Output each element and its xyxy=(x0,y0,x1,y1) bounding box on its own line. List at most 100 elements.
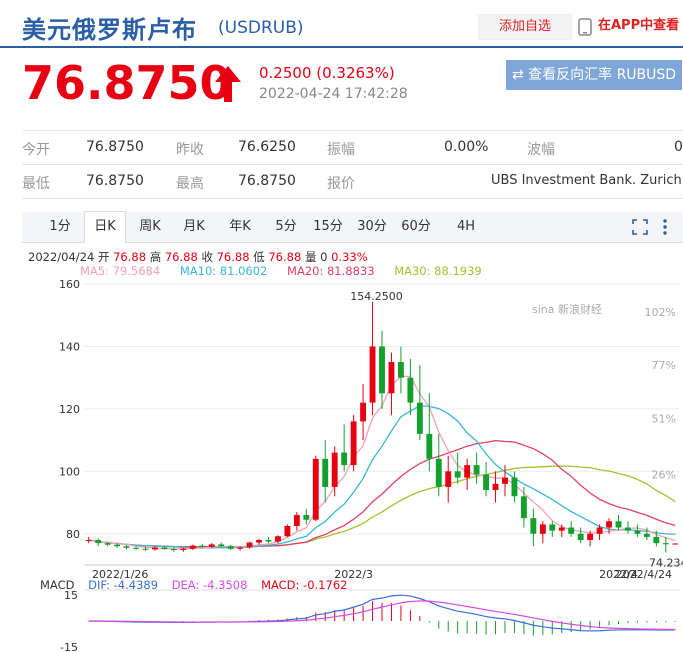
ma-legend: MA5: 79.5684 MA10: 81.0602 MA20: 81.8833… xyxy=(80,264,498,278)
candle-body xyxy=(530,518,537,534)
ohlc-vol-label: 量 xyxy=(304,250,317,264)
candle-body xyxy=(246,542,253,548)
macd-value: MACD: -0.1762 xyxy=(261,578,348,592)
candle-body xyxy=(142,548,149,550)
ma20-legend: MA20: 81.8833 xyxy=(287,264,375,278)
view-in-app-label: 在APP中查看 xyxy=(598,18,680,33)
candle-body xyxy=(653,536,660,544)
tab-1min[interactable]: 1分 xyxy=(49,219,71,234)
candle-body xyxy=(170,549,177,551)
min-annotation: 74.2346 xyxy=(649,557,683,570)
candle-body xyxy=(511,477,518,497)
candle-body xyxy=(341,452,348,466)
stat-value: 76.8750 xyxy=(86,139,144,155)
macd-y-tick: 15 xyxy=(64,589,78,602)
candle-body xyxy=(293,515,300,526)
page-title: 美元俄罗斯卢布 xyxy=(22,16,197,44)
pct-tick-label: 77% xyxy=(652,359,676,372)
quote-time: 2022-04-24 17:42:28 xyxy=(259,86,408,102)
stats-table: 今开 76.8750 昨收 76.6250 振幅 0.00% 波幅 0 最低 7… xyxy=(22,130,683,199)
stat-label: 昨收 xyxy=(176,142,204,158)
candle-body xyxy=(208,544,215,547)
stat-label: 最低 xyxy=(22,176,50,192)
candle-body xyxy=(265,540,272,542)
candle-body xyxy=(284,525,291,537)
header: 美元俄罗斯卢布 (USDRUB) 添加自选 在APP中查看 xyxy=(0,0,683,48)
macd-dif: DIF: -4.4389 xyxy=(88,578,159,592)
candle-body xyxy=(625,527,631,531)
candle-body xyxy=(549,524,556,531)
view-in-app-button[interactable]: 在APP中查看 xyxy=(576,14,680,38)
candle-body xyxy=(218,544,225,547)
candle-body xyxy=(568,527,575,534)
macd-y-tick: -15 xyxy=(60,641,78,652)
x-tick-label: 2022/4 xyxy=(599,568,638,581)
ohlc-open: 76.88 xyxy=(113,250,147,264)
phone-icon xyxy=(578,18,592,36)
currency-code: (USDRUB) xyxy=(218,18,304,38)
stats-row: 今开 76.8750 昨收 76.6250 振幅 0.00% 波幅 0 xyxy=(22,131,683,165)
candle-body xyxy=(454,471,461,478)
candle-body xyxy=(520,496,527,519)
price-change: 0.2500 (0.3263%) xyxy=(259,64,395,82)
candle-body xyxy=(426,433,433,459)
more-options-icon[interactable] xyxy=(662,218,668,236)
stat-label: 波幅 xyxy=(527,142,555,158)
candle-body xyxy=(388,362,395,394)
candle-body xyxy=(634,530,641,534)
candle-body xyxy=(237,547,244,549)
reverse-rate-button[interactable]: ⇄ 查看反向汇率 RUBUSD xyxy=(506,60,682,90)
candle-body xyxy=(662,543,669,545)
macd-dea: DEA: -4.3508 xyxy=(171,578,248,592)
tab-monthly[interactable]: 月K xyxy=(183,219,205,234)
candle-body xyxy=(95,540,102,544)
candle-body xyxy=(180,548,187,551)
candle-body xyxy=(558,527,565,531)
y-tick-label: 80 xyxy=(66,528,80,541)
candle-body xyxy=(606,521,612,528)
candle-body xyxy=(303,515,310,520)
candle-body xyxy=(596,527,603,534)
tab-15min[interactable]: 15分 xyxy=(313,219,343,234)
tab-60min[interactable]: 60分 xyxy=(401,219,431,234)
ohlc-readout: 2022/04/24 开 76.88 高 76.88 收 76.88 低 76.… xyxy=(28,249,368,265)
ma20-line xyxy=(88,439,676,548)
ohlc-pct: 0.33% xyxy=(331,250,368,264)
candle-body xyxy=(445,471,452,487)
watermark: sina 新浪财经 xyxy=(532,302,602,316)
tab-4h[interactable]: 4H xyxy=(456,219,476,234)
stat-value: 0 xyxy=(674,139,683,155)
candle-body xyxy=(435,458,442,487)
candle-body xyxy=(492,483,499,491)
ma10-line xyxy=(88,405,676,549)
stats-row: 最低 76.8750 最高 76.8750 报价 UBS Investment … xyxy=(22,165,683,199)
tab-30min[interactable]: 30分 xyxy=(357,219,387,234)
ohlc-low: 76.88 xyxy=(268,250,302,264)
candle-body xyxy=(123,546,130,548)
pct-tick-label: 51% xyxy=(652,412,676,425)
candle-body xyxy=(199,545,206,547)
stat-value: 0.00% xyxy=(444,139,489,155)
ohlc-open-label: 开 xyxy=(97,250,110,264)
add-favorite-button[interactable]: 添加自选 xyxy=(478,14,572,40)
fullscreen-icon[interactable] xyxy=(632,219,648,235)
ma5-legend: MA5: 79.5684 xyxy=(80,264,161,278)
tab-daily[interactable]: 日K xyxy=(84,211,126,243)
tab-yearly[interactable]: 年K xyxy=(229,219,251,234)
candle-body xyxy=(161,547,168,550)
tab-weekly[interactable]: 周K xyxy=(139,219,161,234)
candle-body xyxy=(114,544,121,547)
macd-label: MACD xyxy=(40,578,75,592)
pct-tick-label: 26% xyxy=(652,468,676,481)
y-tick-label: 100 xyxy=(59,465,80,478)
tab-5min[interactable]: 5分 xyxy=(275,219,297,234)
x-tick-label: 2022/4/24 xyxy=(616,568,672,581)
stat-label: 振幅 xyxy=(327,142,355,158)
candle-body xyxy=(104,543,111,545)
candle-body xyxy=(312,458,319,520)
ohlc-high-label: 高 xyxy=(149,250,162,264)
candle-body xyxy=(539,524,546,534)
candle-body xyxy=(189,545,196,549)
ohlc-high: 76.88 xyxy=(164,250,198,264)
